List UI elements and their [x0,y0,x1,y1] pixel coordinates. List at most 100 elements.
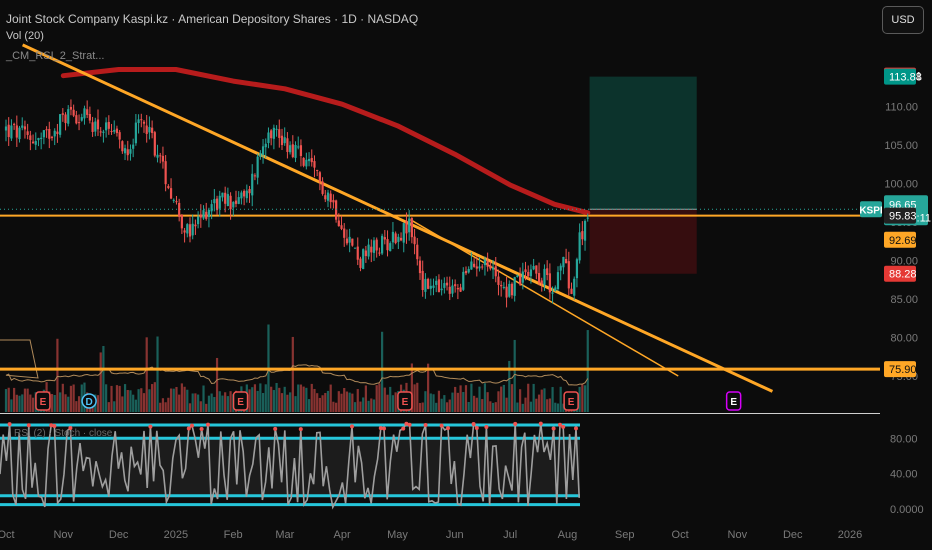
candles [4,99,589,308]
osc-overbought-dot [558,422,562,427]
candle-body [161,155,165,162]
volume-ma-line [0,339,589,386]
osc-overbought-dot [407,422,412,427]
volume-bar [351,393,354,412]
volume-bar [543,388,546,412]
volume-bar [302,386,305,412]
candle-body [521,271,524,283]
candle-body [142,121,146,124]
candle-body [345,238,349,244]
volume-bar [202,385,205,412]
candle-body [305,159,308,167]
volume-bar [29,394,32,412]
candle-body [429,285,432,289]
osc-overbought-dot [186,426,191,431]
indicator-legend[interactable]: _CM_RSI_2_Strat... [6,50,105,62]
volume-bar [305,387,308,412]
moving-average-line [60,67,591,216]
volume-bar [15,394,18,412]
volume-bar [64,394,67,412]
candle-body [459,287,462,292]
volume-bar [546,399,549,412]
marker-label: E [40,397,47,408]
volume-bar [175,386,178,412]
candle-body [497,276,500,285]
candle-body [335,200,338,220]
candle-body [424,278,427,292]
candle-body [445,282,449,286]
candle-body [489,265,492,269]
candle-body [188,224,192,237]
candle-body [207,210,211,218]
volume-bar [113,401,116,412]
volume-bar [475,397,478,412]
volume-bar [332,401,335,412]
volume-bar [578,386,581,412]
candle-body [527,271,530,277]
volume-bar [364,385,367,412]
currency-button[interactable]: USD [882,6,924,34]
candle-body [37,138,40,141]
candle-body [151,127,154,133]
osc-overbought-dot [273,426,278,431]
volume-ma-path [0,339,589,386]
candle-body [462,271,465,290]
osc-overbought-dot [68,425,73,430]
candle-body [481,266,484,268]
volume-bar [256,390,259,412]
time-tick-label: Jul [503,529,517,541]
volume-bar [205,403,208,412]
volume-legend[interactable]: Vol (20) [6,30,44,42]
candle-body [248,189,251,194]
volume-bar [375,385,378,412]
candle-body [343,228,346,238]
time-axis[interactable]: Oct Nov Dec 2025 Feb Mar Apr May Jun Jul Aug Sep Oct… [0,529,862,541]
earnings-marker: E [397,391,413,411]
osc-overbought-dot [148,424,153,429]
candle-body [394,233,397,244]
candle-body [29,135,32,140]
candle-body [67,109,70,124]
volume-bar [454,386,457,412]
osc-tick-label: 80.00 [890,433,918,445]
volume-bar [586,330,589,412]
candle-body [159,155,162,157]
candle-body [169,188,173,199]
price-tag: 75.90 [884,361,917,378]
oscillator-legend[interactable]: RSI (2) · Stoch · close [14,428,113,439]
candle-body [245,190,248,199]
candle-body [586,217,589,219]
candle-body [467,268,470,273]
volume-bar [121,396,124,412]
osc-overbought-dot [52,424,57,429]
candle-body [475,266,478,269]
volume-bar [261,393,265,412]
time-tick-label: Nov [53,529,73,541]
candle-body [535,265,538,274]
candle-body [148,127,151,133]
volume-bar [77,396,81,412]
oscillator-pane [0,421,580,510]
osc-overbought-dot [423,422,428,427]
volume-bar [340,393,343,412]
candle-body [321,181,324,194]
candle-body [486,260,489,267]
candle-body [283,137,286,144]
candle-body [408,218,411,233]
volume-bar [370,398,373,412]
chart-title[interactable]: Joint Stock Company Kaspi.kz · American … [6,12,419,26]
candle-body [178,202,181,217]
candle-body [145,125,148,134]
candle-body [240,192,243,199]
volume-bar [535,398,538,412]
candle-body [329,193,332,203]
volume-bar [464,385,468,412]
time-tick-label: Dec [109,529,129,541]
osc-overbought-dot [439,423,444,428]
candle-body [202,210,205,219]
candle-body [413,236,416,245]
candle-body [351,238,354,246]
candle-body [556,272,560,290]
